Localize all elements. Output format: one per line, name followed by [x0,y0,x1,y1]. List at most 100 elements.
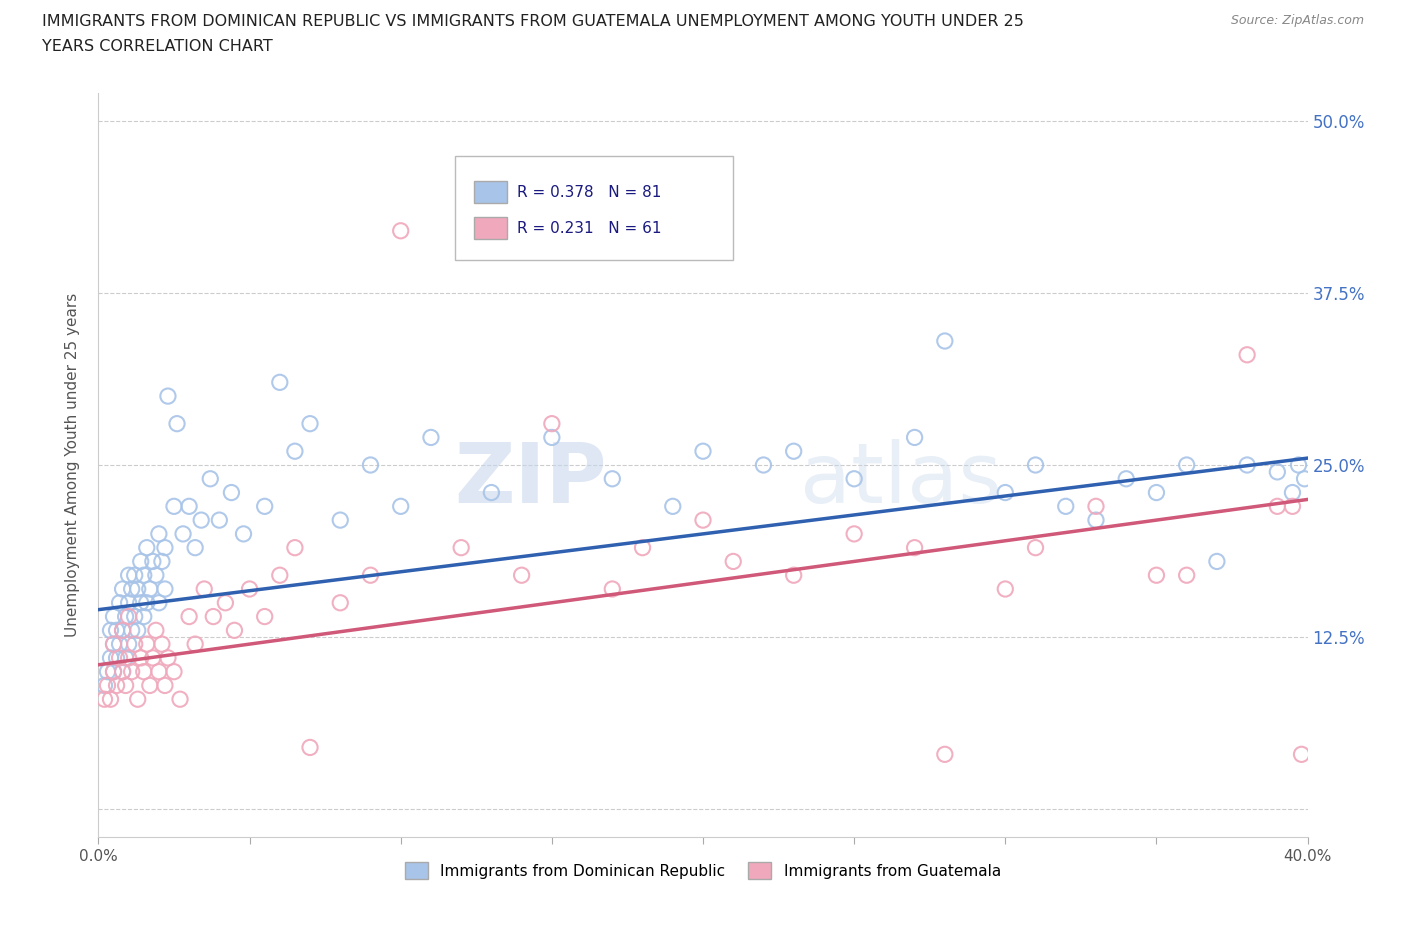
Point [163,498,186,513]
Point [108,637,131,652]
Point [692,444,714,458]
Text: R = 0.378   N = 81: R = 0.378 N = 81 [517,185,661,200]
Point [142,554,165,569]
Point [103,637,125,652]
Point [184,540,207,555]
Point [108,650,131,665]
Text: atlas: atlas [800,439,1001,521]
Point [148,526,170,541]
Point [163,664,186,679]
Text: Source: ZipAtlas.com: Source: ZipAtlas.com [1230,14,1364,27]
Point [93,678,115,693]
Text: R = 0.231   N = 61: R = 0.231 N = 61 [517,221,661,236]
Point [602,581,624,596]
Point [239,581,262,596]
Point [253,498,276,513]
Point [103,664,125,679]
Point [148,664,170,679]
Point [224,623,246,638]
Point [1291,747,1313,762]
Point [202,609,225,624]
Point [1115,472,1137,486]
Point [114,678,136,693]
Point [1281,498,1303,513]
Point [1144,485,1167,500]
Point [105,650,128,665]
Point [299,417,322,432]
Point [200,472,222,486]
Point [1288,458,1310,472]
Point [132,664,155,679]
FancyBboxPatch shape [474,217,508,239]
Point [172,526,194,541]
Point [481,485,503,500]
Point [118,637,141,652]
Point [132,609,155,624]
Point [360,568,382,583]
Point [360,458,382,472]
Point [105,678,128,693]
Point [135,540,157,555]
Point [994,485,1017,500]
Legend: Immigrants from Dominican Republic, Immigrants from Guatemala: Immigrants from Dominican Republic, Immi… [399,857,1007,885]
Point [994,581,1017,596]
Point [150,637,173,652]
Point [299,740,322,755]
Point [153,540,176,555]
Point [105,623,128,638]
Point [1024,540,1046,555]
Point [1144,568,1167,583]
Point [510,568,533,583]
Point [420,430,443,445]
Point [450,540,472,555]
Point [169,692,191,707]
Point [329,595,352,610]
Point [111,664,134,679]
Point [153,678,176,693]
Point [142,650,165,665]
Point [1175,568,1198,583]
Point [127,692,149,707]
Point [692,512,714,527]
Point [631,540,654,555]
Point [100,623,122,638]
Point [145,623,167,638]
Point [156,650,179,665]
Point [108,595,131,610]
Point [145,568,167,583]
Point [132,568,155,583]
Point [1054,498,1077,513]
Point [661,498,683,513]
Point [1175,458,1198,472]
Point [904,540,927,555]
Point [148,595,170,610]
FancyBboxPatch shape [474,181,508,203]
Point [135,637,157,652]
Point [221,485,243,500]
Point [111,623,134,638]
Point [540,417,562,432]
Point [1281,485,1303,500]
Text: IMMIGRANTS FROM DOMINICAN REPUBLIC VS IMMIGRANTS FROM GUATEMALA UNEMPLOYMENT AMO: IMMIGRANTS FROM DOMINICAN REPUBLIC VS IM… [42,14,1024,29]
Point [121,664,143,679]
Point [844,526,866,541]
Point [118,568,141,583]
Point [269,568,291,583]
Point [114,609,136,624]
Point [284,444,307,458]
Point [208,512,231,527]
Point [904,430,927,445]
Point [184,637,207,652]
Point [1294,472,1316,486]
Y-axis label: Unemployment Among Youth under 25 years: Unemployment Among Youth under 25 years [65,293,80,637]
FancyBboxPatch shape [456,156,734,260]
Point [844,472,866,486]
Point [1236,458,1258,472]
Point [156,389,179,404]
Point [118,609,141,624]
Text: YEARS CORRELATION CHART: YEARS CORRELATION CHART [42,39,273,54]
Point [139,678,162,693]
Point [179,609,201,624]
Point [214,595,236,610]
Point [153,581,176,596]
